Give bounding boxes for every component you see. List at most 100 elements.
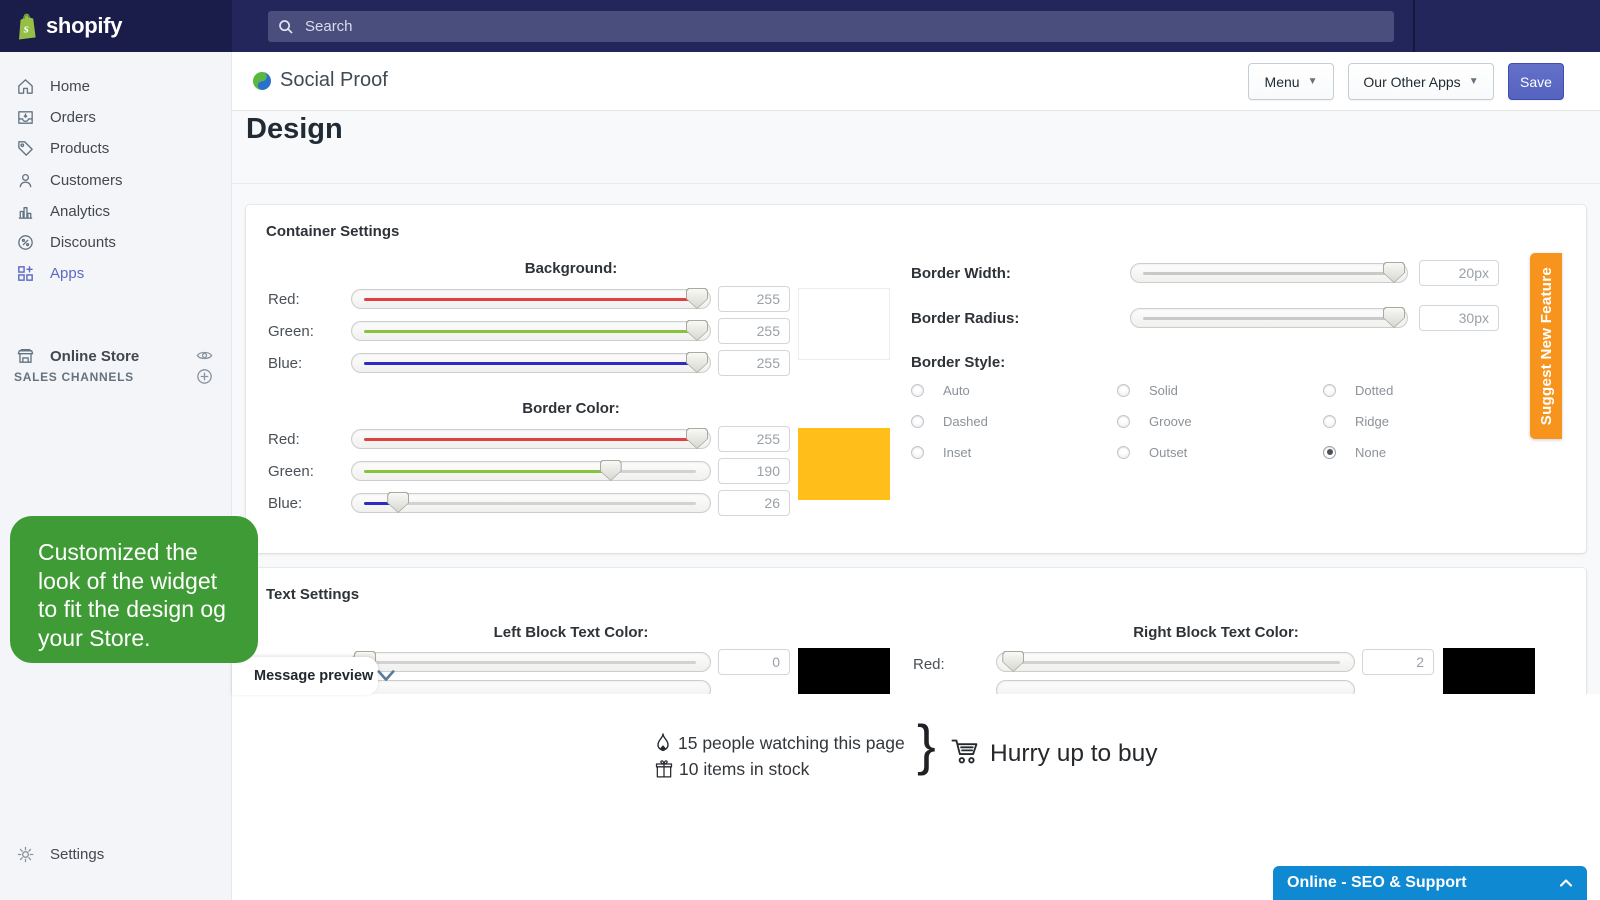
- bg-green-value[interactable]: [718, 318, 790, 344]
- app-title: Social Proof: [280, 69, 388, 91]
- chevron-down-icon[interactable]: [375, 667, 397, 685]
- chevron-down-icon: ▼: [1307, 76, 1318, 87]
- border-color-swatch: [798, 428, 890, 500]
- container-settings-title: Container Settings: [266, 223, 400, 240]
- sidebar-item-discounts[interactable]: Discounts: [0, 227, 232, 258]
- border-color-group-label: Border Color:: [522, 400, 620, 417]
- border-radius-value[interactable]: [1419, 305, 1499, 331]
- radio-dotted[interactable]: Dotted: [1323, 382, 1531, 398]
- border-width-slider[interactable]: [1130, 263, 1408, 283]
- radio-none[interactable]: None: [1323, 444, 1531, 460]
- slider-thumb[interactable]: [686, 428, 708, 449]
- bg-green-label: Green:: [268, 323, 314, 340]
- radio-inset[interactable]: Inset: [911, 444, 1117, 460]
- radio-label: Solid: [1149, 382, 1178, 398]
- slider-thumb[interactable]: [1383, 307, 1405, 328]
- right-block-text-color-label: Right Block Text Color:: [1133, 624, 1299, 641]
- radio-icon[interactable]: [911, 445, 924, 459]
- bg-red-slider[interactable]: [351, 289, 711, 309]
- home-icon: [15, 77, 35, 97]
- eye-icon[interactable]: [195, 346, 215, 366]
- sidebar-item-apps[interactable]: Apps: [0, 258, 232, 289]
- bg-blue-value[interactable]: [718, 350, 790, 376]
- bc-blue-label: Blue:: [268, 495, 303, 512]
- border-style-options: Auto Solid Dotted Dashed Groove Ridge In…: [911, 382, 1531, 460]
- support-chat-bar[interactable]: Online - SEO & Support: [1273, 866, 1587, 900]
- background-color-swatch: [798, 288, 890, 360]
- brace-glyph: }: [917, 713, 936, 776]
- shopify-logo[interactable]: s shopify: [0, 0, 232, 52]
- sidebar-item-label: Customers: [50, 172, 123, 189]
- radio-icon[interactable]: [1323, 383, 1336, 397]
- message-preview-tab[interactable]: Message preview: [232, 657, 395, 695]
- bg-green-slider[interactable]: [351, 321, 711, 341]
- support-chat-label: Online - SEO & Support: [1287, 874, 1467, 891]
- topbar: s shopify: [0, 0, 1600, 52]
- sidebar-item-online-store[interactable]: Online Store: [0, 341, 232, 372]
- border-width-value[interactable]: [1419, 260, 1499, 286]
- page-title: Design: [246, 113, 343, 145]
- left-block-red-value[interactable]: [718, 649, 790, 675]
- sidebar-item-settings[interactable]: Settings: [0, 839, 232, 870]
- radio-icon[interactable]: [1117, 383, 1130, 397]
- bc-green-slider[interactable]: [351, 461, 711, 481]
- search-input[interactable]: [303, 17, 1384, 36]
- sidebar-item-products[interactable]: Products: [0, 133, 232, 164]
- sidebar-item-orders[interactable]: Orders: [0, 102, 232, 133]
- menu-button-label: Menu: [1264, 73, 1300, 90]
- our-other-apps-button[interactable]: Our Other Apps ▼: [1348, 63, 1494, 100]
- radio-solid[interactable]: Solid: [1117, 382, 1323, 398]
- slider-thumb[interactable]: [686, 288, 708, 309]
- bc-blue-slider[interactable]: [351, 493, 711, 513]
- left-block-red-slider[interactable]: [351, 652, 711, 672]
- discounts-icon: [15, 233, 35, 253]
- slider-thumb[interactable]: [686, 320, 708, 341]
- sidebar-item-customers[interactable]: Customers: [0, 165, 232, 196]
- add-sales-channel-button[interactable]: [195, 367, 215, 387]
- menu-button[interactable]: Menu ▼: [1248, 63, 1334, 100]
- border-radius-label: Border Radius:: [911, 310, 1020, 327]
- border-radius-slider[interactable]: [1130, 308, 1408, 328]
- bg-red-value[interactable]: [718, 286, 790, 312]
- bg-blue-slider[interactable]: [351, 353, 711, 373]
- slider-thumb[interactable]: [387, 492, 409, 513]
- chevron-up-icon[interactable]: [1559, 878, 1573, 888]
- radio-auto[interactable]: Auto: [911, 382, 1117, 398]
- slider-thumb[interactable]: [600, 460, 622, 481]
- sidebar-item-home[interactable]: Home: [0, 71, 232, 102]
- radio-label: Dotted: [1355, 382, 1394, 398]
- suggest-new-feature-label: Suggest New Feature: [1537, 266, 1555, 426]
- save-button-label: Save: [1520, 73, 1552, 90]
- slider-thumb[interactable]: [686, 352, 708, 373]
- radio-icon[interactable]: [1117, 445, 1130, 459]
- sidebar-item-analytics[interactable]: Analytics: [0, 196, 232, 227]
- radio-icon[interactable]: [1323, 414, 1336, 428]
- save-button[interactable]: Save: [1508, 63, 1564, 100]
- cta-text: Hurry up to buy: [990, 740, 1158, 767]
- radio-dashed[interactable]: Dashed: [911, 413, 1117, 429]
- radio-icon[interactable]: [911, 383, 924, 397]
- apps-icon: [15, 264, 35, 284]
- radio-outset[interactable]: Outset: [1117, 444, 1323, 460]
- sidebar-item-label: Discounts: [50, 234, 116, 251]
- suggest-new-feature-tab[interactable]: Suggest New Feature: [1530, 253, 1562, 439]
- slider-thumb[interactable]: [1383, 262, 1405, 283]
- bc-red-value[interactable]: [718, 426, 790, 452]
- radio-ridge[interactable]: Ridge: [1323, 413, 1531, 429]
- products-icon: [15, 139, 35, 159]
- bc-red-slider[interactable]: [351, 429, 711, 449]
- bc-green-value[interactable]: [718, 458, 790, 484]
- slider-thumb[interactable]: [1002, 651, 1024, 672]
- flame-icon: [653, 732, 673, 754]
- radio-groove[interactable]: Groove: [1117, 413, 1323, 429]
- right-block-red-value[interactable]: [1362, 649, 1434, 675]
- radio-icon[interactable]: [1117, 414, 1130, 428]
- bc-blue-value[interactable]: [718, 490, 790, 516]
- radio-icon[interactable]: [911, 414, 924, 428]
- right-block-red-slider[interactable]: [996, 652, 1355, 672]
- search-bar[interactable]: [268, 11, 1394, 42]
- storefront-icon: [15, 347, 35, 367]
- radio-icon[interactable]: [1323, 445, 1336, 459]
- radio-label: Ridge: [1355, 413, 1389, 429]
